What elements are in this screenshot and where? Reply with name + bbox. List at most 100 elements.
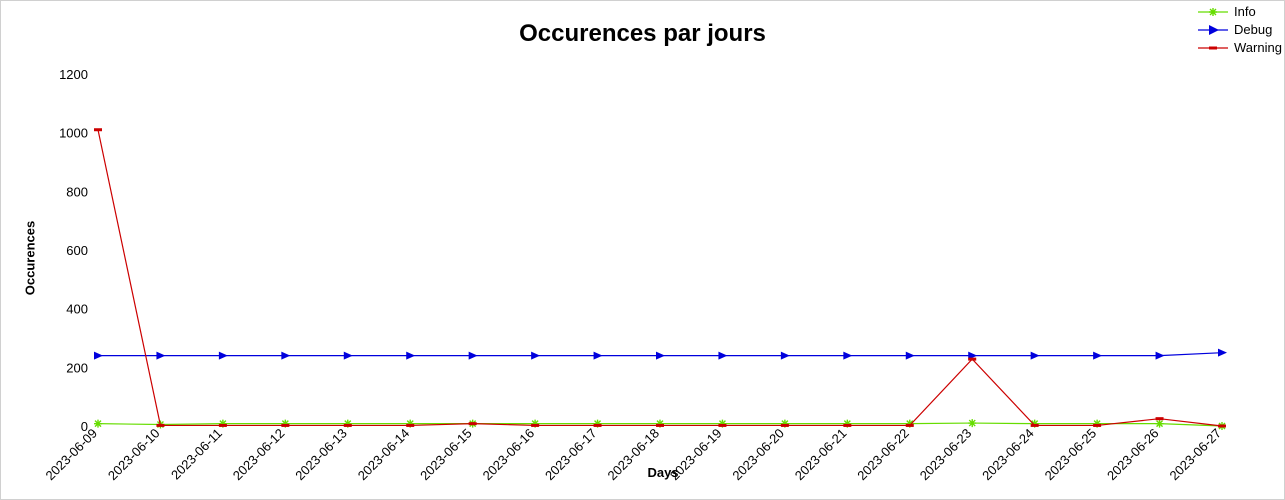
data-point-warning <box>406 423 415 427</box>
data-point-warning <box>593 423 602 427</box>
x-tick-label: 2023-06-22 <box>854 426 912 484</box>
data-point-debug <box>406 351 416 360</box>
y-tick-label: 800 <box>66 184 88 199</box>
data-point-info <box>656 419 664 428</box>
data-point-warning <box>656 423 664 427</box>
data-point-info <box>281 419 290 428</box>
data-point-info <box>218 419 227 428</box>
data-point-warning <box>1218 424 1226 428</box>
x-tick-label: 2023-06-27 <box>1166 426 1224 484</box>
data-point-debug <box>218 351 228 360</box>
data-point-info <box>343 419 352 428</box>
x-tick-label: 2023-06-25 <box>1042 426 1100 484</box>
series-info <box>94 419 1226 430</box>
legend-label-warning: Warning <box>1234 40 1282 55</box>
x-tick-label: 2023-06-14 <box>355 426 413 484</box>
data-point-warning <box>718 423 727 427</box>
data-point-warning <box>468 422 477 426</box>
series-layer <box>94 128 1227 430</box>
x-tick-label: 2023-06-24 <box>979 426 1037 484</box>
y-tick-label: 400 <box>66 302 88 317</box>
y-tick-label: 200 <box>66 360 88 375</box>
data-point-warning <box>531 423 540 427</box>
data-point-debug <box>343 351 353 360</box>
legend: Info Debug Warning <box>1198 3 1284 57</box>
legend-item-warning: Warning <box>1198 39 1284 57</box>
x-tick-label: 2023-06-20 <box>729 426 787 484</box>
data-point-warning <box>343 423 352 427</box>
x-tick-label: 2023-06-17 <box>542 426 600 484</box>
data-point-debug <box>593 351 603 360</box>
data-point-warning <box>218 423 227 427</box>
data-point-debug <box>94 351 103 360</box>
data-point-info <box>968 419 977 428</box>
data-point-warning <box>905 423 914 427</box>
x-axis-ticks: 2023-06-09 2023-06-10 2023-06-11 2023-06-12… <box>42 426 1224 484</box>
legend-label-info: Info <box>1234 4 1256 19</box>
data-point-warning <box>1155 417 1164 421</box>
data-point-info <box>1155 419 1164 428</box>
data-point-debug <box>281 351 291 360</box>
legend-swatch-debug <box>1198 25 1228 35</box>
x-tick-label: 2023-06-10 <box>105 426 163 484</box>
series-line-warning <box>97 129 1223 427</box>
chart-title: Occurences par jours <box>519 20 766 47</box>
data-point-warning <box>94 128 102 132</box>
data-point-info <box>905 419 914 428</box>
y-axis-ticks: 0 200 400 600 800 1000 1200 <box>59 67 88 434</box>
data-point-info <box>1030 419 1039 428</box>
data-point-debug <box>905 351 915 360</box>
data-point-debug <box>780 351 790 360</box>
data-point-debug <box>1093 351 1103 360</box>
y-tick-label: 600 <box>66 243 88 258</box>
series-debug <box>94 348 1227 360</box>
legend-swatch-warning <box>1198 46 1228 50</box>
y-tick-label: 1200 <box>59 67 88 82</box>
x-tick-label: 2023-06-09 <box>42 426 100 484</box>
data-point-info <box>593 419 602 428</box>
x-tick-label: 2023-06-26 <box>1104 426 1162 484</box>
data-point-debug <box>718 351 728 360</box>
x-tick-label: 2023-06-19 <box>667 426 725 484</box>
data-point-warning <box>281 423 290 427</box>
x-tick-label: 2023-06-18 <box>604 426 662 484</box>
x-tick-label: 2023-06-11 <box>168 426 225 483</box>
data-point-info <box>94 419 102 428</box>
data-point-debug <box>1218 348 1227 357</box>
x-tick-label: 2023-06-16 <box>480 426 538 484</box>
x-tick-label: 2023-06-13 <box>292 426 350 484</box>
data-point-warning <box>1030 423 1039 427</box>
data-point-debug <box>156 351 166 360</box>
x-tick-label: 2023-06-23 <box>917 426 975 484</box>
x-tick-label: 2023-06-21 <box>792 426 850 484</box>
data-point-info <box>780 419 789 428</box>
data-point-warning <box>156 423 165 427</box>
legend-label-debug: Debug <box>1234 22 1273 37</box>
data-point-warning <box>1093 423 1102 427</box>
data-point-debug <box>468 351 478 360</box>
series-warning <box>94 128 1226 428</box>
data-point-debug <box>968 351 978 360</box>
data-point-warning <box>968 357 977 361</box>
data-point-warning <box>843 423 852 427</box>
data-point-info <box>843 419 852 428</box>
x-tick-label: 2023-06-15 <box>417 426 475 484</box>
legend-item-debug: Debug <box>1198 21 1284 39</box>
data-point-debug <box>1155 351 1165 360</box>
data-point-info <box>406 419 415 428</box>
x-tick-label: 2023-06-12 <box>230 426 288 484</box>
data-point-debug <box>531 351 541 360</box>
x-axis-label: Days <box>647 465 679 480</box>
data-point-info <box>1093 419 1102 428</box>
data-point-warning <box>780 423 789 427</box>
legend-item-info: Info <box>1198 3 1284 21</box>
data-point-info <box>718 419 727 428</box>
data-point-debug <box>656 351 665 360</box>
y-tick-label: 0 <box>81 419 88 434</box>
legend-swatch-info <box>1198 8 1228 16</box>
data-point-info <box>531 419 540 428</box>
data-point-debug <box>1030 351 1040 360</box>
y-tick-label: 1000 <box>59 126 88 141</box>
data-point-debug <box>843 351 853 360</box>
